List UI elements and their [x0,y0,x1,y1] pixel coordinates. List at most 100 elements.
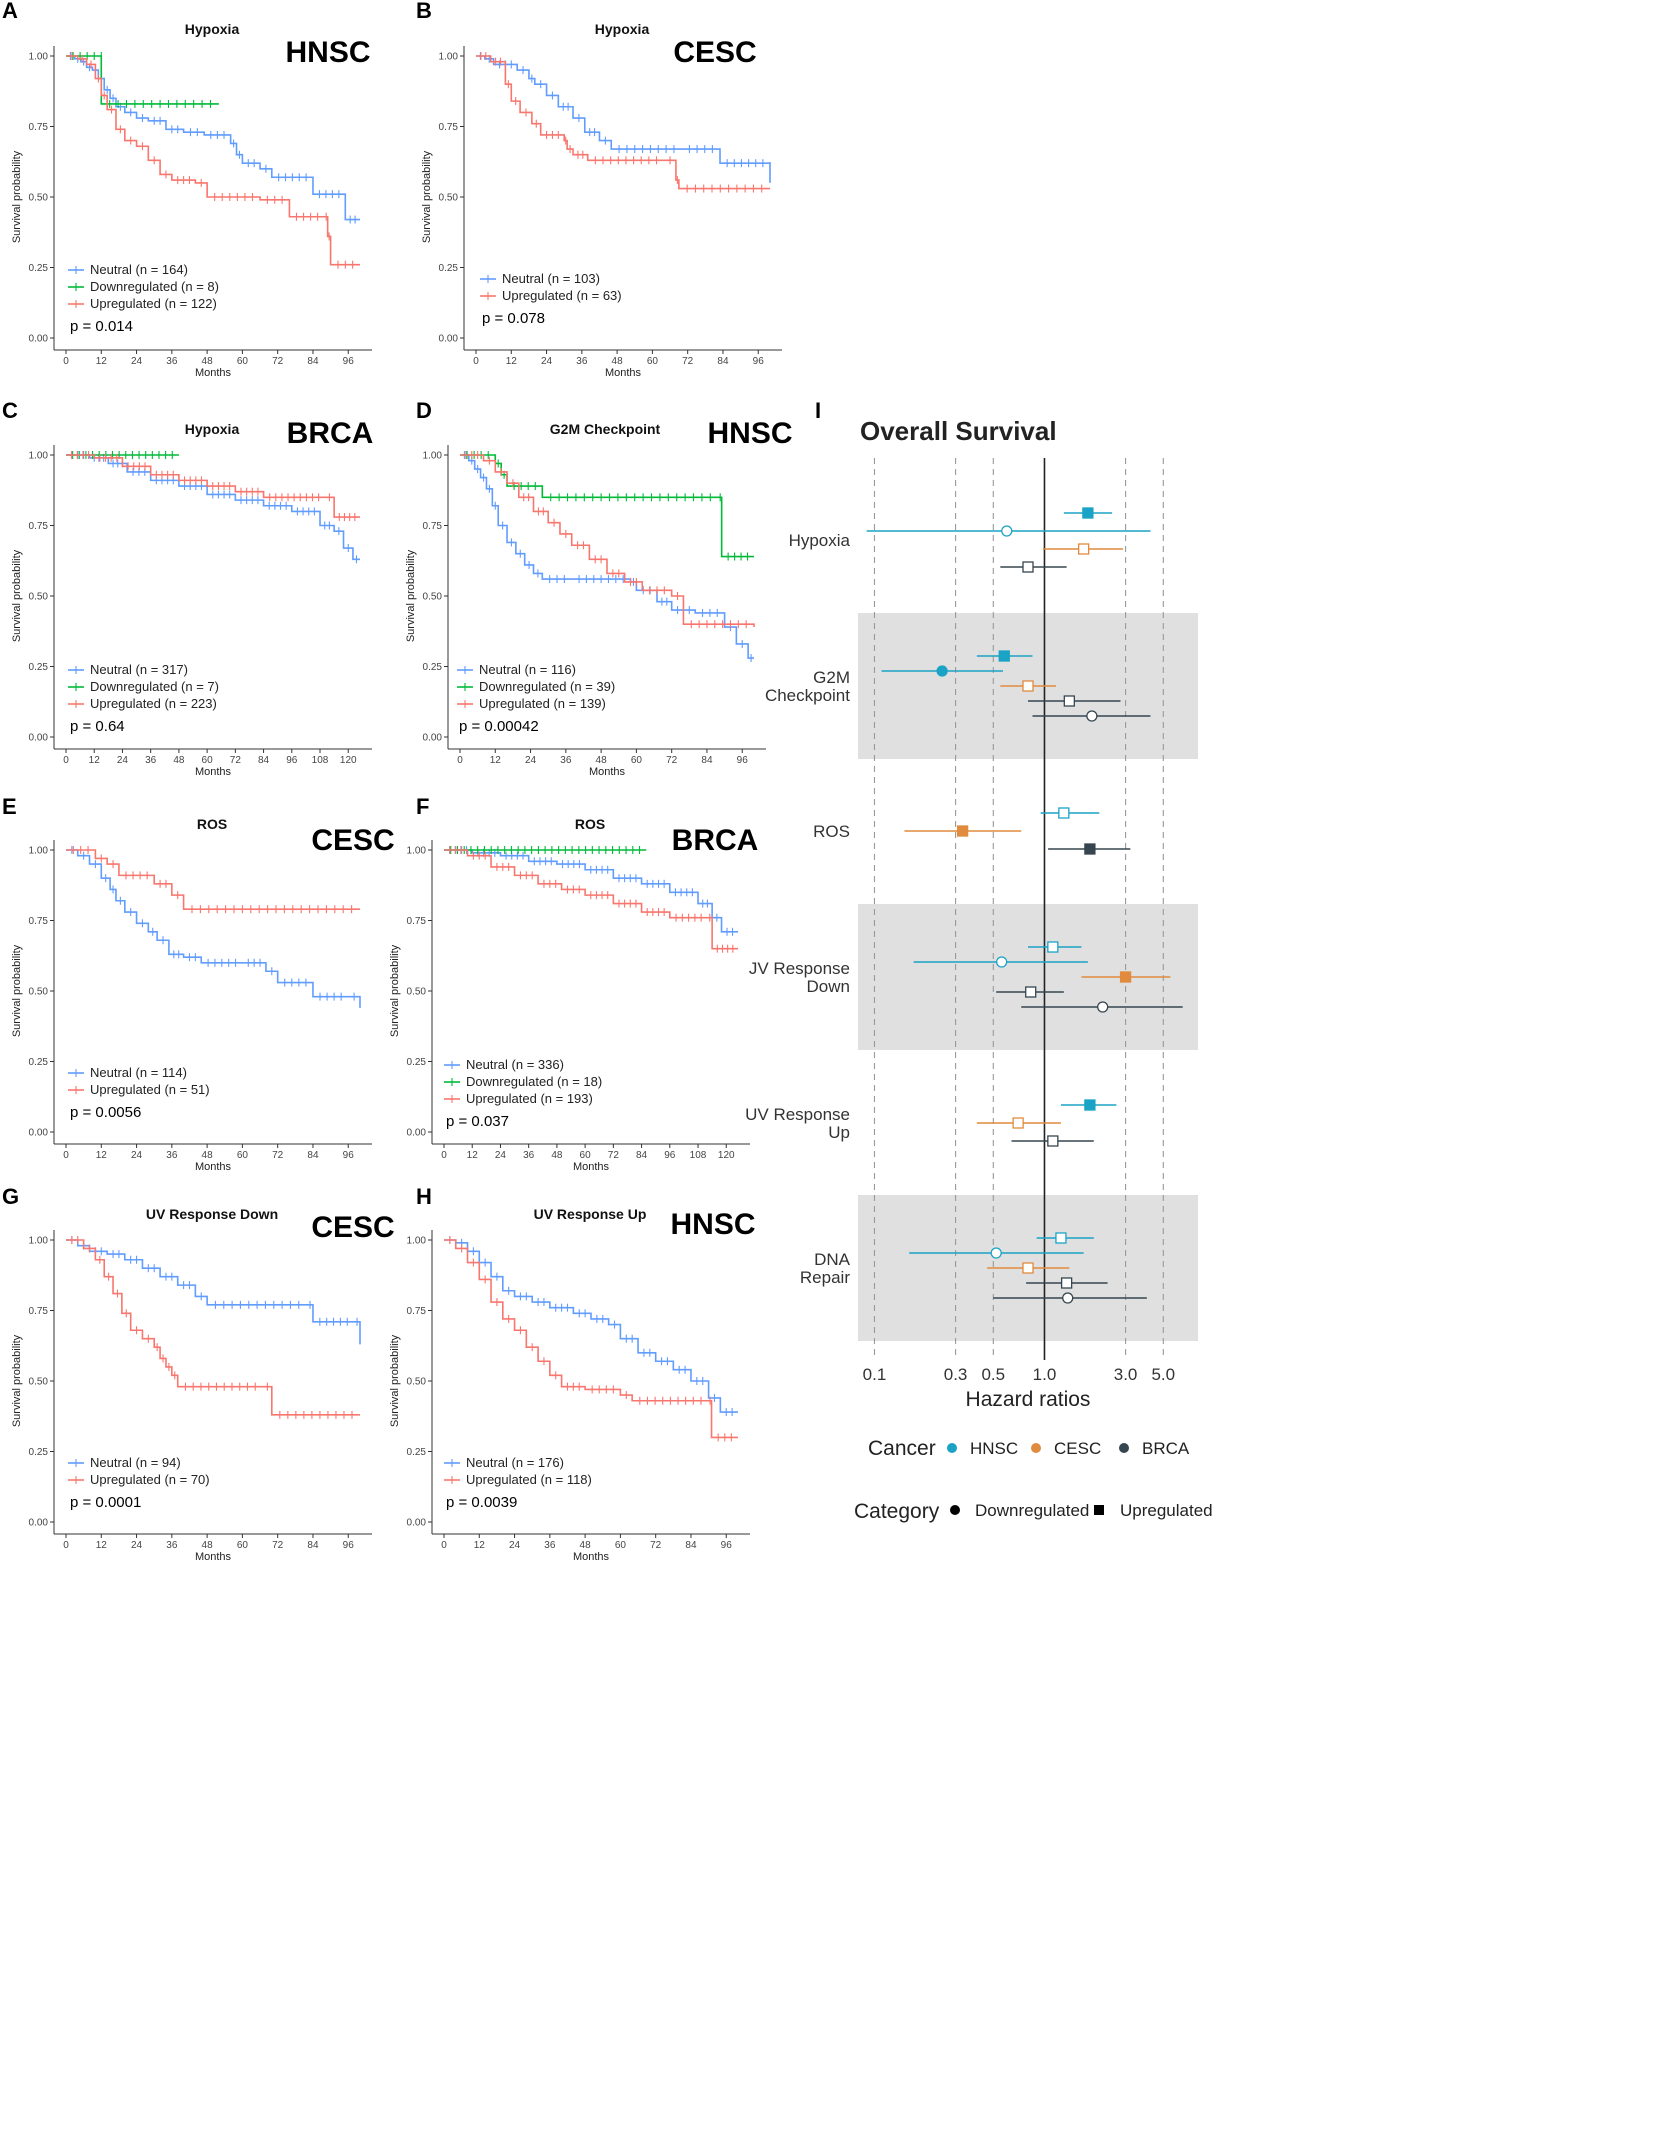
x-tick-label: 12 [89,755,101,766]
panel-letter-C: C [2,398,18,423]
x-tick-label: 36 [523,1150,535,1161]
y-tick-label: 0.50 [29,1377,49,1388]
forest-x-tick-label: 5.0 [1151,1365,1175,1384]
forest-point-circle [1001,525,1013,537]
x-tick-label: 60 [615,1540,627,1551]
legend-square-icon [1094,1505,1104,1515]
x-axis-title: Months [195,1551,232,1563]
x-tick-label: 72 [230,755,242,766]
x-tick-label: 60 [237,1540,249,1551]
y-tick-label: 0.50 [29,592,49,603]
forest-x-tick-label: 0.1 [863,1365,887,1384]
cancer-label: CESC [673,36,756,69]
y-tick-label: 0.00 [407,1128,427,1139]
forest-title: Overall Survival [860,416,1057,446]
x-tick-label: 108 [690,1150,707,1161]
y-tick-label: 0.00 [407,1518,427,1529]
forest-point-square [998,650,1010,662]
panel-letter-D: D [416,398,432,423]
x-tick-label: 48 [202,1150,214,1161]
x-tick-label: 36 [544,1540,556,1551]
p-value: p = 0.078 [482,310,545,327]
survival-curve-neutral [66,55,360,221]
forest-point-circle [936,665,948,677]
x-tick-label: 72 [666,755,678,766]
legend-cancer-label: CESC [1054,1439,1101,1458]
panel-title: Hypoxia [185,421,240,437]
y-tick-label: 0.00 [29,334,49,345]
y-tick-label: 0.75 [407,1306,427,1317]
km-panels: A 0.00 0.25 0.50 0.75 1.00 0 12 24 36 48 60 72 84 96 Mo… [2,0,793,1563]
forest-panel: I Overall Survival 0.1 0.3 0.5 1.0 3.0 5.0 Hazar… [745,398,1213,1523]
y-tick-label: 0.25 [29,1057,49,1068]
x-axis-title: Months [573,1161,610,1173]
survival-curve-neutral [66,849,361,1008]
legend-cancer-label: HNSC [970,1439,1018,1458]
x-tick-label: 24 [525,755,537,766]
y-tick-label: 0.75 [29,1306,49,1317]
x-tick-label: 84 [258,755,270,766]
x-tick-label: 24 [509,1540,521,1551]
x-tick-label: 72 [650,1540,662,1551]
forest-group-label: Hypoxia [789,531,851,550]
survival-curve-up [460,454,755,628]
legend-label: Upregulated (n = 118) [466,1472,592,1487]
x-tick-label: 96 [343,1540,355,1551]
x-tick-label: 120 [718,1150,735,1161]
y-tick-label: 1.00 [407,1236,427,1247]
legend-cancer-dot-cesc [1031,1443,1041,1453]
y-tick-label: 0.25 [407,1447,427,1458]
legend-category-label: Downregulated [975,1501,1089,1520]
legend-label: Neutral (n = 317) [90,662,188,677]
forest-point-square [1082,507,1094,519]
panel-title: UV Response Up [534,1206,647,1222]
legend-label: Downregulated (n = 39) [479,679,615,694]
legend-label: Neutral (n = 116) [479,662,576,677]
survival-curve-neutral [460,454,754,659]
y-axis-title: Survival probability [389,944,401,1037]
forest-point-circle [990,1247,1002,1259]
forest-x-title: Hazard ratios [966,1388,1091,1411]
forest-point-square [1063,695,1075,707]
x-tick-label: 60 [580,1150,592,1161]
km-panel-F: F 0.00 0.25 0.50 0.75 1.00 0 12 24 36 48 60 72 84 96 10… [389,794,758,1173]
forest-point-square [1022,561,1034,573]
x-tick-label: 48 [551,1150,563,1161]
x-axis-title: Months [195,766,232,778]
x-tick-label: 60 [237,1150,249,1161]
forest-x-tick-label: 1.0 [1033,1365,1057,1384]
x-tick-label: 48 [202,356,214,367]
legend-cancer-title: Cancer [868,1437,936,1460]
y-tick-label: 0.50 [29,193,49,204]
y-tick-label: 0.75 [29,521,49,532]
cancer-label: BRCA [672,824,759,857]
y-tick-label: 0.25 [29,263,49,274]
survival-curve-up [66,849,360,911]
survival-curve-up [444,1239,738,1439]
legend-label: Downregulated (n = 7) [90,679,219,694]
y-tick-label: 0.00 [29,1128,49,1139]
x-tick-label: 96 [753,356,765,367]
forest-point-square [1055,1232,1067,1244]
cancer-label: HNSC [670,1208,755,1241]
survival-curve-neutral [476,55,771,183]
forest-group-label: DNA [814,1250,851,1269]
forest-point-square [1022,1262,1034,1274]
x-tick-label: 36 [560,755,572,766]
x-tick-label: 96 [737,755,749,766]
x-tick-label: 72 [272,356,284,367]
x-axis-title: Months [605,367,642,379]
x-tick-label: 0 [63,1150,69,1161]
legend-label: Neutral (n = 114) [90,1065,187,1080]
forest-group-label: G2M [813,668,850,687]
x-axis-title: Months [589,766,626,778]
x-tick-label: 96 [664,1150,676,1161]
p-value: p = 0.0039 [446,1494,517,1511]
y-tick-label: 1.00 [29,451,49,462]
x-tick-label: 12 [506,356,518,367]
x-tick-label: 36 [166,356,178,367]
panel-letter-I: I [815,398,821,423]
x-tick-label: 48 [202,1540,214,1551]
